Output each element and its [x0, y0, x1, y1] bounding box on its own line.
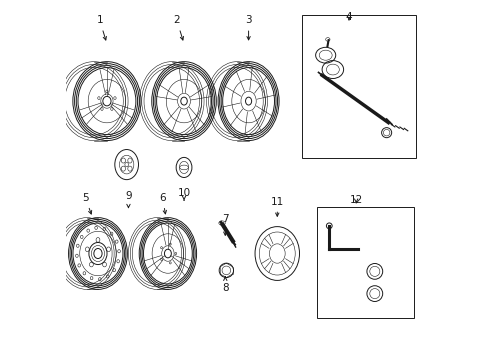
Bar: [317, 207, 414, 318]
Text: 4: 4: [345, 12, 352, 22]
Bar: [302, 15, 416, 158]
Text: 6: 6: [159, 193, 167, 214]
Text: 2: 2: [173, 15, 184, 40]
Text: 10: 10: [177, 188, 191, 200]
Text: 12: 12: [349, 195, 363, 205]
Text: 11: 11: [270, 197, 284, 216]
Text: 5: 5: [82, 193, 92, 214]
Text: 1: 1: [97, 15, 106, 40]
Text: 7: 7: [222, 215, 229, 235]
Text: 9: 9: [125, 191, 132, 208]
Text: 8: 8: [222, 277, 229, 293]
Text: 3: 3: [245, 15, 252, 40]
